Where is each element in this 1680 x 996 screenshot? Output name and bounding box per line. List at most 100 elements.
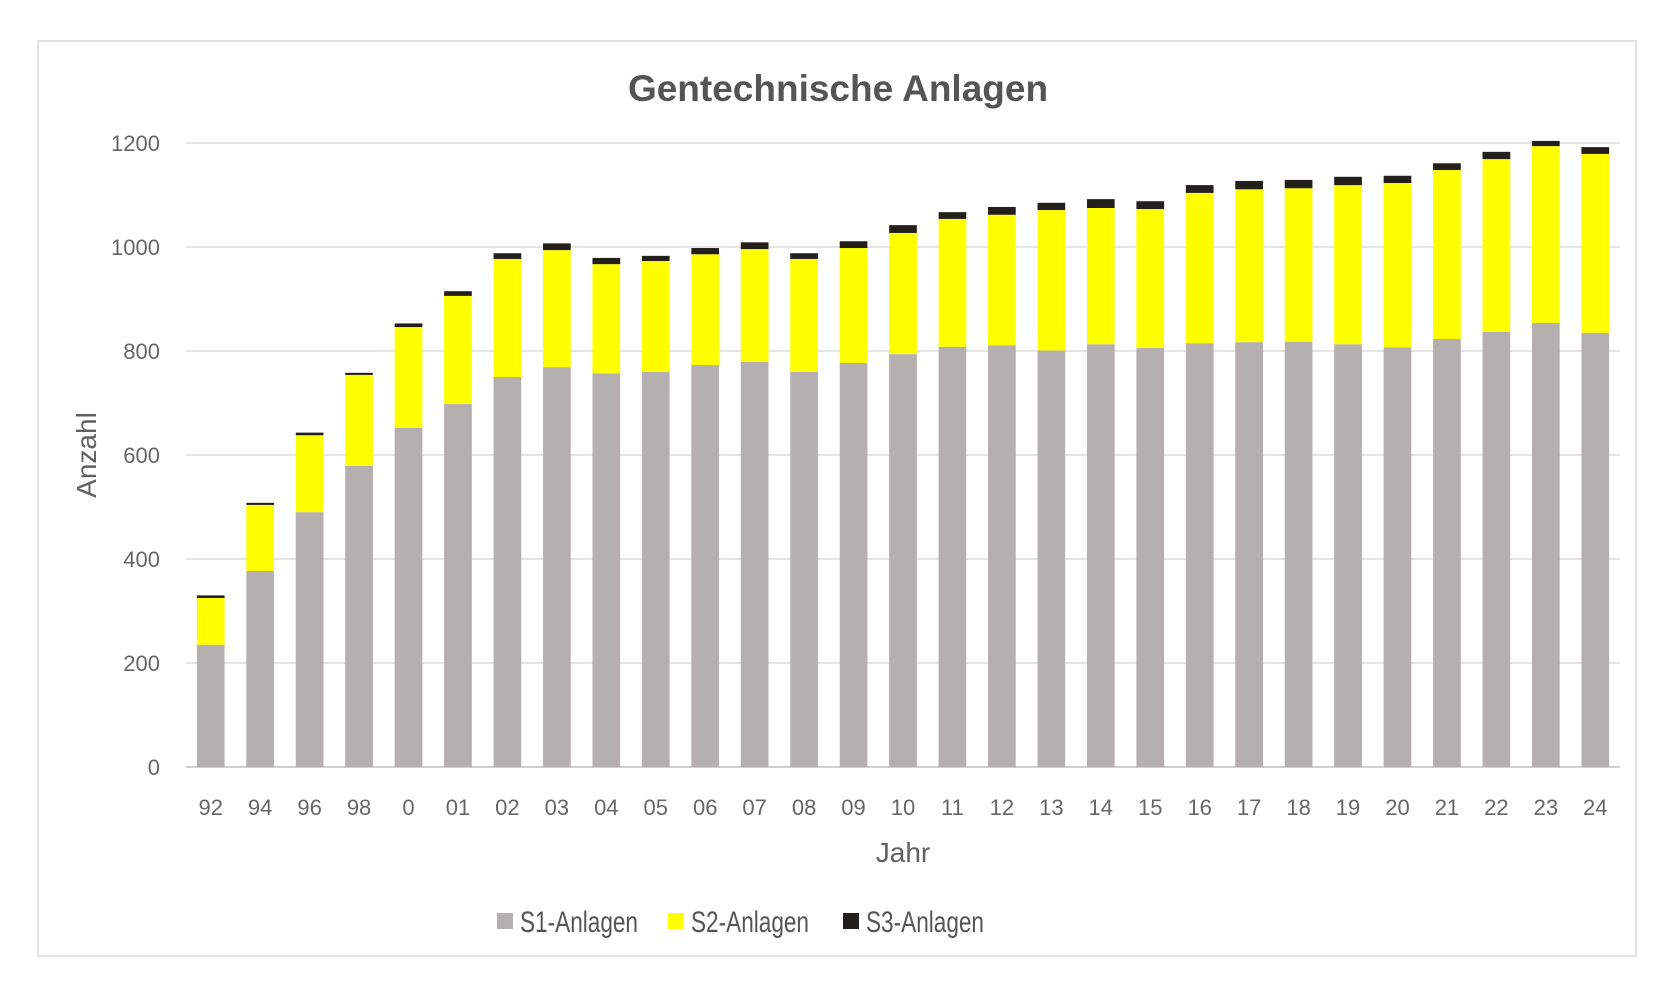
bar-s2-anlagen-09	[839, 248, 868, 363]
legend-label: S1-Anlagen	[520, 906, 638, 939]
bar-s2-anlagen-01	[444, 295, 472, 405]
bar-s2-anlagen-10	[889, 232, 917, 355]
bar-s3-anlagen-18	[1284, 179, 1313, 189]
bar-s2-anlagen-17	[1235, 189, 1263, 343]
legend-swatch	[668, 913, 684, 929]
bar-s1-anlagen-18	[1284, 341, 1313, 767]
bar-group-15	[1136, 201, 1165, 767]
bar-group-22	[1482, 151, 1511, 767]
bar-s2-anlagen-15	[1136, 209, 1165, 348]
bar-s3-anlagen-17	[1235, 180, 1263, 190]
x-axis-label: Jahr	[876, 837, 930, 868]
bar-s2-anlagen-08	[790, 258, 818, 372]
bar-s2-anlagen-06	[691, 254, 720, 366]
bar-s3-anlagen-14	[1086, 199, 1115, 208]
bar-group-94	[246, 502, 275, 767]
bar-group-14	[1086, 199, 1115, 767]
bar-s2-anlagen-13	[1037, 210, 1066, 351]
bar-group-04	[592, 257, 621, 767]
bar-s3-anlagen-11	[938, 212, 967, 219]
bar-s2-anlagen-21	[1433, 170, 1461, 340]
bar-s2-anlagen-22	[1482, 159, 1511, 332]
x-tick-label: 15	[1138, 795, 1162, 820]
bar-s2-anlagen-03	[543, 250, 571, 368]
bar-s1-anlagen-10	[889, 354, 917, 767]
bar-s3-anlagen-24	[1581, 147, 1610, 154]
bar-group-03	[543, 243, 571, 767]
bar-s2-anlagen-18	[1284, 188, 1313, 342]
bar-s3-anlagen-10	[889, 225, 917, 233]
bar-s3-anlagen-03	[543, 243, 571, 251]
y-tick-label: 400	[123, 547, 160, 572]
bar-s1-anlagen-22	[1482, 331, 1511, 767]
bar-s1-anlagen-06	[691, 365, 720, 767]
bar-s3-anlagen-96	[295, 432, 324, 436]
x-tick-label: 11	[941, 795, 964, 820]
bar-s2-anlagen-23	[1531, 146, 1560, 323]
bar-group-24	[1581, 147, 1610, 767]
x-tick-label: 03	[545, 795, 569, 820]
bar-group-08	[790, 253, 818, 767]
legend: S1-Anlagen S2-Anlagen S3-Anlagen	[497, 906, 984, 939]
bar-s2-anlagen-19	[1334, 185, 1362, 345]
bar-s1-anlagen-11	[938, 346, 967, 767]
x-tick-label: 96	[297, 795, 321, 820]
x-tick-label: 23	[1534, 795, 1558, 820]
bar-group-05	[641, 255, 670, 767]
bar-s1-anlagen-16	[1185, 343, 1214, 767]
bar-s1-anlagen-02	[493, 377, 522, 767]
chart-title: Gentechnische Anlagen	[628, 68, 1048, 109]
bar-s1-anlagen-07	[740, 361, 769, 767]
x-tick-label: 09	[841, 795, 865, 820]
x-tick-label: 06	[693, 795, 717, 820]
legend-swatch	[497, 913, 513, 929]
y-tick-label: 1200	[111, 131, 160, 156]
bar-s1-anlagen-0	[394, 427, 423, 767]
bar-group-92	[196, 595, 225, 767]
bar-s1-anlagen-24	[1581, 332, 1610, 767]
bar-s2-anlagen-92	[196, 598, 225, 645]
bar-s3-anlagen-19	[1334, 176, 1362, 186]
bar-s1-anlagen-04	[592, 373, 621, 767]
bar-s3-anlagen-15	[1136, 201, 1165, 210]
bar-s3-anlagen-22	[1482, 151, 1511, 160]
bar-group-21	[1433, 163, 1461, 767]
x-tick-label: 0	[402, 795, 414, 820]
y-tick-label: 0	[148, 755, 160, 780]
legend-item-s2-anlagen: S2-Anlagen	[668, 906, 809, 939]
bar-group-96	[295, 432, 324, 767]
x-tick-label: 24	[1583, 795, 1607, 820]
bar-s1-anlagen-12	[988, 345, 1016, 767]
bar-s3-anlagen-16	[1185, 185, 1214, 193]
bar-s2-anlagen-98	[345, 374, 373, 466]
bar-s3-anlagen-07	[740, 242, 769, 250]
x-tick-label: 02	[495, 795, 519, 820]
bar-s3-anlagen-02	[493, 253, 522, 259]
bar-s3-anlagen-98	[345, 372, 373, 375]
bar-group-10	[889, 225, 917, 767]
x-tick-label: 14	[1089, 795, 1113, 820]
x-tick-label: 04	[594, 795, 618, 820]
bar-group-01	[444, 291, 472, 767]
bar-s3-anlagen-92	[196, 595, 225, 598]
bar-group-06	[691, 248, 720, 767]
bar-s2-anlagen-12	[988, 214, 1016, 346]
bar-s2-anlagen-96	[295, 435, 324, 513]
bar-s1-anlagen-20	[1383, 347, 1412, 767]
y-tick-label: 200	[123, 651, 160, 676]
bar-group-02	[493, 253, 522, 767]
x-tick-label: 18	[1286, 795, 1310, 820]
bar-s1-anlagen-13	[1037, 350, 1066, 767]
bar-s2-anlagen-04	[592, 264, 621, 374]
bar-group-98	[345, 372, 373, 767]
bar-group-09	[839, 241, 868, 767]
x-tick-label: 19	[1336, 795, 1360, 820]
bar-s1-anlagen-01	[444, 404, 472, 767]
y-axis-label: Anzahl	[71, 412, 102, 498]
bar-s2-anlagen-14	[1086, 208, 1115, 345]
x-tick-label: 13	[1039, 795, 1063, 820]
bar-s3-anlagen-08	[790, 253, 818, 259]
bar-s1-anlagen-94	[246, 570, 275, 767]
y-tick-label: 600	[123, 443, 160, 468]
